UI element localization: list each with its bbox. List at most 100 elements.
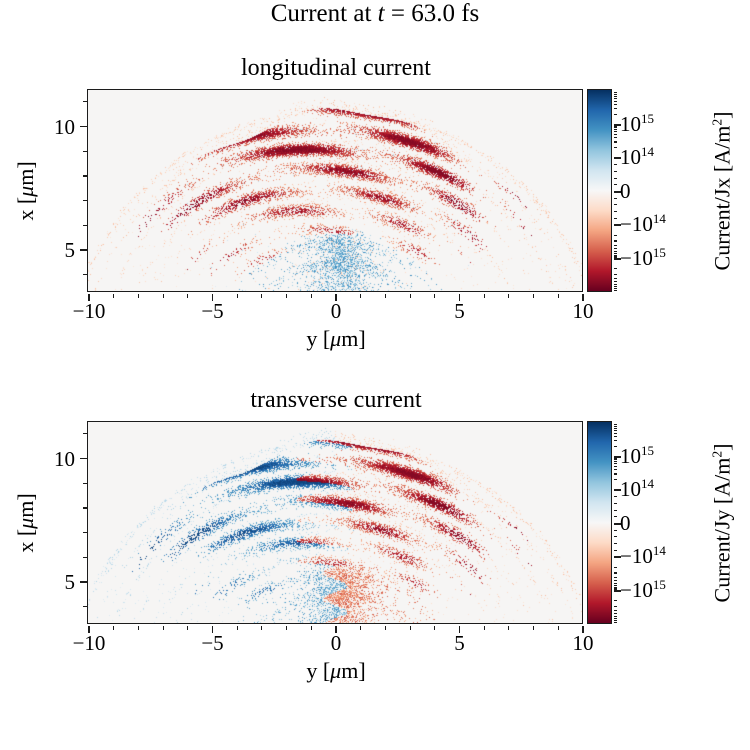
- x-major-tick: [458, 293, 461, 301]
- colorbar-minor-tick: [613, 427, 618, 429]
- colorbar-minor-tick: [613, 268, 618, 270]
- x-minor-tick: [310, 625, 312, 630]
- x-minor-tick: [533, 293, 535, 298]
- colorbar-minor-tick: [613, 247, 618, 249]
- colorbar-minor-tick: [613, 610, 618, 612]
- x-tick-label: −10: [72, 631, 106, 655]
- x-major-tick: [211, 293, 214, 301]
- colorbar-minor-tick: [613, 621, 618, 623]
- colorbar-minor-tick: [613, 600, 618, 602]
- colorbar-minor-tick: [613, 211, 618, 213]
- colorbar-minor-tick: [613, 549, 618, 551]
- figure-title-math-t: t: [377, 0, 385, 27]
- colorbar-minor-tick: [613, 127, 618, 129]
- colorbar-minor-tick: [613, 586, 618, 588]
- colorbar-minor-tick: [613, 432, 618, 434]
- colorbar-minor-tick: [613, 479, 618, 481]
- y-minor-tick: [83, 274, 88, 276]
- heatmap-canvas-jx: [88, 90, 583, 292]
- colorbar-minor-tick: [613, 103, 618, 105]
- x-minor-tick: [409, 293, 411, 298]
- x-tick-label: 0: [330, 631, 342, 655]
- x-minor-tick: [557, 293, 559, 298]
- x-major-tick: [211, 625, 214, 633]
- x-minor-tick: [236, 293, 238, 298]
- colorbar-minor-tick: [613, 509, 618, 511]
- y-axis-label: x [μm]: [13, 161, 38, 221]
- colorbar-jy: [587, 421, 613, 625]
- colorbar-minor-tick: [613, 572, 618, 574]
- x-minor-tick: [360, 625, 362, 630]
- colorbar-minor-tick: [613, 516, 618, 518]
- colorbar-minor-tick: [613, 95, 618, 97]
- colorbar-minor-tick: [613, 97, 618, 99]
- colorbar-minor-tick: [613, 164, 618, 166]
- colorbar-tick-label: 0: [620, 510, 631, 535]
- y-major-tick: [80, 249, 88, 251]
- x-minor-tick: [286, 625, 288, 630]
- figure-title-post: = 63.0 fs: [384, 0, 480, 27]
- colorbar-major-tick: [613, 455, 621, 458]
- y-minor-tick: [83, 532, 88, 534]
- colorbar-minor-tick: [613, 137, 618, 139]
- y-axis-label-pre: x [: [13, 528, 38, 553]
- colorbar-major-tick: [613, 123, 621, 126]
- colorbar-minor-tick: [613, 177, 618, 179]
- colorbar-minor-tick: [613, 588, 618, 590]
- colorbar-minor-tick: [613, 91, 618, 94]
- x-tick-label: −10: [72, 299, 106, 323]
- y-tick-label: 5: [64, 238, 76, 263]
- colorbar-minor-tick: [613, 582, 618, 584]
- colorbar-minor-tick: [613, 576, 618, 578]
- y-axis-label-post: m]: [13, 161, 38, 186]
- colorbar-minor-tick: [613, 435, 618, 437]
- x-minor-tick: [533, 625, 535, 630]
- colorbar-major-tick: [613, 556, 621, 558]
- y-minor-tick: [83, 606, 88, 608]
- x-minor-tick: [113, 625, 115, 630]
- colorbar-minor-tick: [613, 250, 618, 252]
- colorbar-minor-tick: [613, 502, 618, 504]
- colorbar-minor-tick: [613, 584, 618, 586]
- x-major-tick: [335, 293, 337, 301]
- colorbar-minor-tick: [613, 107, 618, 110]
- colorbar-label-sup: 2: [709, 118, 725, 126]
- y-axis-label-pre: x [: [13, 196, 38, 221]
- colorbar-minor-tick: [613, 93, 618, 95]
- colorbar-minor-tick: [613, 457, 618, 459]
- colorbar-tick-label: −1015: [620, 244, 666, 270]
- plot-area-longitudinal: [87, 89, 584, 293]
- colorbar-minor-tick: [613, 184, 618, 186]
- x-minor-tick: [434, 293, 436, 298]
- colorbar-minor-tick: [613, 217, 618, 219]
- axes-title-transverse: transverse current: [250, 387, 422, 413]
- x-minor-tick: [508, 625, 510, 630]
- y-axis-label: x [μm]: [13, 493, 38, 553]
- colorbar-minor-tick: [613, 125, 618, 127]
- y-minor-tick: [83, 101, 88, 103]
- colorbar-minor-tick: [613, 234, 618, 236]
- x-minor-tick: [409, 625, 411, 630]
- colorbar-label-sup: 2: [709, 450, 725, 458]
- colorbar-tick-label: −1014: [620, 543, 666, 568]
- colorbar-minor-tick: [613, 252, 618, 254]
- x-major-tick: [88, 293, 90, 301]
- colorbar-tick-label: 1014: [620, 144, 655, 169]
- x-minor-tick: [261, 625, 263, 630]
- colorbar-minor-tick: [613, 459, 618, 461]
- x-tick-label: 0: [330, 299, 342, 323]
- x-tick-label: 5: [454, 299, 465, 323]
- x-minor-tick: [187, 625, 189, 630]
- x-minor-tick: [384, 293, 386, 298]
- mu-symbol: μ: [13, 185, 38, 197]
- y-major-tick: [80, 457, 88, 460]
- colorbar-minor-tick: [613, 286, 618, 288]
- colorbar-minor-tick: [613, 273, 618, 276]
- colorbar-label-post: ]: [709, 111, 735, 119]
- colorbar-tick-label: 1014: [620, 476, 655, 501]
- colorbar-minor-tick: [613, 543, 618, 545]
- x-major-tick: [335, 625, 337, 633]
- x-minor-tick: [113, 293, 115, 298]
- colorbar-minor-tick: [613, 281, 618, 283]
- y-minor-tick: [83, 175, 88, 177]
